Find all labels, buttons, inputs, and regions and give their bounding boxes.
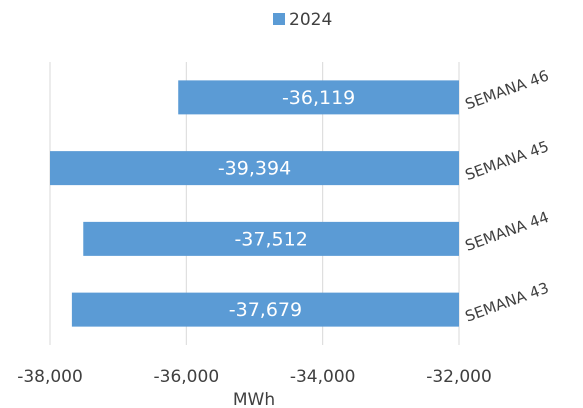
x-axis-label: MWh xyxy=(233,390,275,408)
x-tick-label: -34,000 xyxy=(290,367,356,387)
bars xyxy=(50,80,459,327)
category-label: SEMANA 45 xyxy=(463,137,551,184)
value-label: -37,512 xyxy=(234,228,307,250)
category-label: SEMANA 44 xyxy=(463,208,551,255)
category-label: SEMANA 46 xyxy=(463,67,551,114)
value-label: -37,679 xyxy=(229,299,302,321)
bar xyxy=(71,292,459,327)
bar xyxy=(50,151,459,186)
legend-swatch xyxy=(273,13,285,25)
value-label: -36,119 xyxy=(282,87,355,109)
bar xyxy=(178,80,459,115)
x-tick-label: -32,000 xyxy=(426,367,492,387)
category-label: SEMANA 43 xyxy=(463,279,551,326)
bar xyxy=(83,221,459,256)
x-tick-label: -38,000 xyxy=(17,367,83,387)
legend-label: 2024 xyxy=(289,10,332,30)
value-label: -39,394 xyxy=(218,158,291,180)
x-tick-label: -36,000 xyxy=(154,367,220,387)
